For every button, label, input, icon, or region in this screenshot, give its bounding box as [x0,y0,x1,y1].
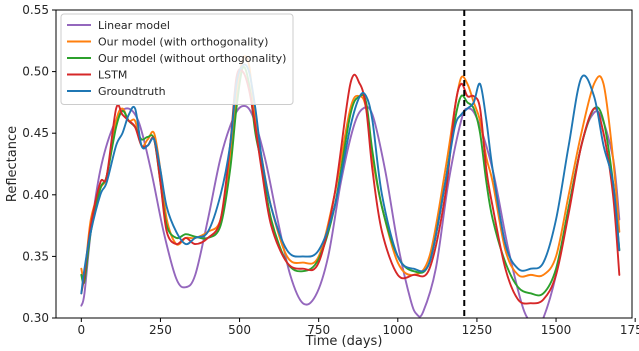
legend-label: Our model (with orthogonality) [98,36,268,49]
y-tick-label: 0.40 [22,188,49,202]
plot-frame [55,9,633,319]
legend: Linear model Our model (with orthogonalit… [60,13,294,105]
y-axis-ticks: 0.30 0.35 0.40 0.45 0.50 0.55 [22,3,56,325]
x-tick-label: 0 [77,323,85,337]
legend-label: Groundtruth [98,85,166,98]
x-tick-label: 1250 [462,323,493,337]
x-tick-label: 1500 [541,323,572,337]
legend-box [60,13,294,105]
x-axis-label: Time (days) [305,334,383,349]
series-line-3 [80,68,621,305]
x-tick-label: 1000 [383,323,414,337]
y-tick-label: 0.45 [22,126,49,140]
y-tick-label: 0.55 [22,3,49,17]
x-tick-label: 750 [307,323,330,337]
legend-label: Our model (without orthogonality) [98,52,286,65]
x-tick-label: 250 [149,323,172,337]
x-tick-label: 500 [228,323,251,337]
legend-label: Linear model [98,19,170,32]
series-line-0 [80,104,621,318]
legend-label: LSTM [98,69,127,82]
y-tick-label: 0.35 [22,249,49,263]
y-axis-label: Reflectance [5,126,20,202]
y-tick-label: 0.50 [22,65,49,79]
series-layer [80,55,621,318]
y-tick-label: 0.30 [22,311,49,325]
series-line-4 [80,63,621,295]
